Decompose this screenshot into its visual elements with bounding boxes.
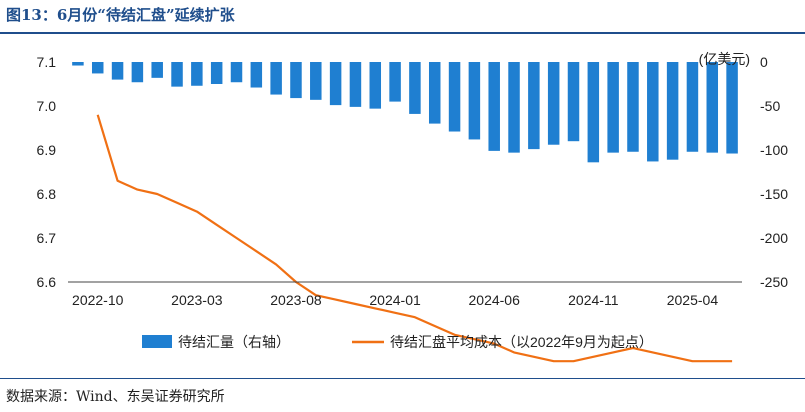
bar <box>131 62 144 83</box>
bar <box>171 62 183 87</box>
bar <box>428 62 441 124</box>
bar <box>250 62 263 88</box>
right-axis-tick: -150 <box>760 186 788 202</box>
left-axis-tick: 6.7 <box>37 230 57 246</box>
right-axis-tick: -100 <box>760 142 788 158</box>
right-axis-tick: -200 <box>760 230 788 246</box>
legend-line-label: 待结汇盘平均成本（以2022年9月为起点） <box>390 334 653 350</box>
x-axis-tick: 2022-10 <box>72 292 124 308</box>
bar <box>706 62 719 153</box>
bar <box>647 62 659 162</box>
chart: 6.6 6.7 6.8 6.9 7.0 7.1 -250 -200 -150 -100 -50 0 (亿… <box>37 51 789 363</box>
bar <box>567 62 580 142</box>
figure-title: 图13：6月份“待结汇盘”延续扩张 <box>6 6 235 24</box>
bar <box>726 62 738 154</box>
x-axis-tick: 2024-11 <box>568 292 619 308</box>
x-axis-tick: 2024-06 <box>469 292 521 308</box>
bar <box>290 62 302 99</box>
bar <box>448 62 461 132</box>
bar <box>627 62 639 152</box>
bar <box>310 62 322 100</box>
title-rule <box>0 32 805 34</box>
bar <box>210 62 223 84</box>
bar <box>230 62 243 83</box>
bar <box>91 62 104 74</box>
bar <box>488 62 500 151</box>
x-axis-tick: 2023-08 <box>270 292 322 308</box>
bar <box>587 62 600 163</box>
bar <box>191 62 203 86</box>
bar <box>508 62 520 153</box>
bar <box>151 62 163 78</box>
bar-series <box>72 62 738 163</box>
bar <box>547 62 560 145</box>
legend: 待结汇量（右轴） 待结汇盘平均成本（以2022年9月为起点） <box>142 334 653 350</box>
x-axis-tick: 2025-04 <box>667 292 719 308</box>
bar <box>528 62 540 150</box>
left-axis-tick: 7.1 <box>37 54 57 70</box>
axes: 6.6 6.7 6.8 6.9 7.0 7.1 -250 -200 -150 -100 -50 0 (亿… <box>37 51 789 308</box>
bar <box>72 62 84 66</box>
right-axis-tick: 0 <box>760 54 768 70</box>
source-note: 数据来源：Wind、东吴证券研究所 <box>6 389 225 405</box>
bar <box>409 62 421 114</box>
x-axis-tick: 2024-01 <box>369 292 421 308</box>
bar <box>686 62 699 152</box>
bar <box>329 62 342 106</box>
legend-bar-label: 待结汇量（右轴） <box>178 334 290 350</box>
x-axis-tick: 2023-03 <box>171 292 223 308</box>
right-axis-unit: (亿美元) <box>699 51 750 67</box>
line-series <box>96 114 733 363</box>
right-axis-tick: -50 <box>760 98 780 114</box>
bar <box>111 62 124 80</box>
left-axis-tick: 7.0 <box>37 98 57 114</box>
bar <box>468 62 481 140</box>
legend-bar-swatch <box>142 335 172 348</box>
bar <box>270 62 282 95</box>
source-rule <box>0 378 805 379</box>
bar <box>369 62 382 109</box>
left-axis-tick: 6.9 <box>37 142 57 158</box>
bar <box>349 62 362 107</box>
bar <box>389 62 401 102</box>
left-axis-tick: 6.8 <box>37 186 57 202</box>
left-axis-tick: 6.6 <box>37 274 57 290</box>
bar <box>666 62 679 160</box>
bar <box>607 62 619 153</box>
right-axis-tick: -250 <box>760 274 788 290</box>
cost-line <box>96 114 733 363</box>
